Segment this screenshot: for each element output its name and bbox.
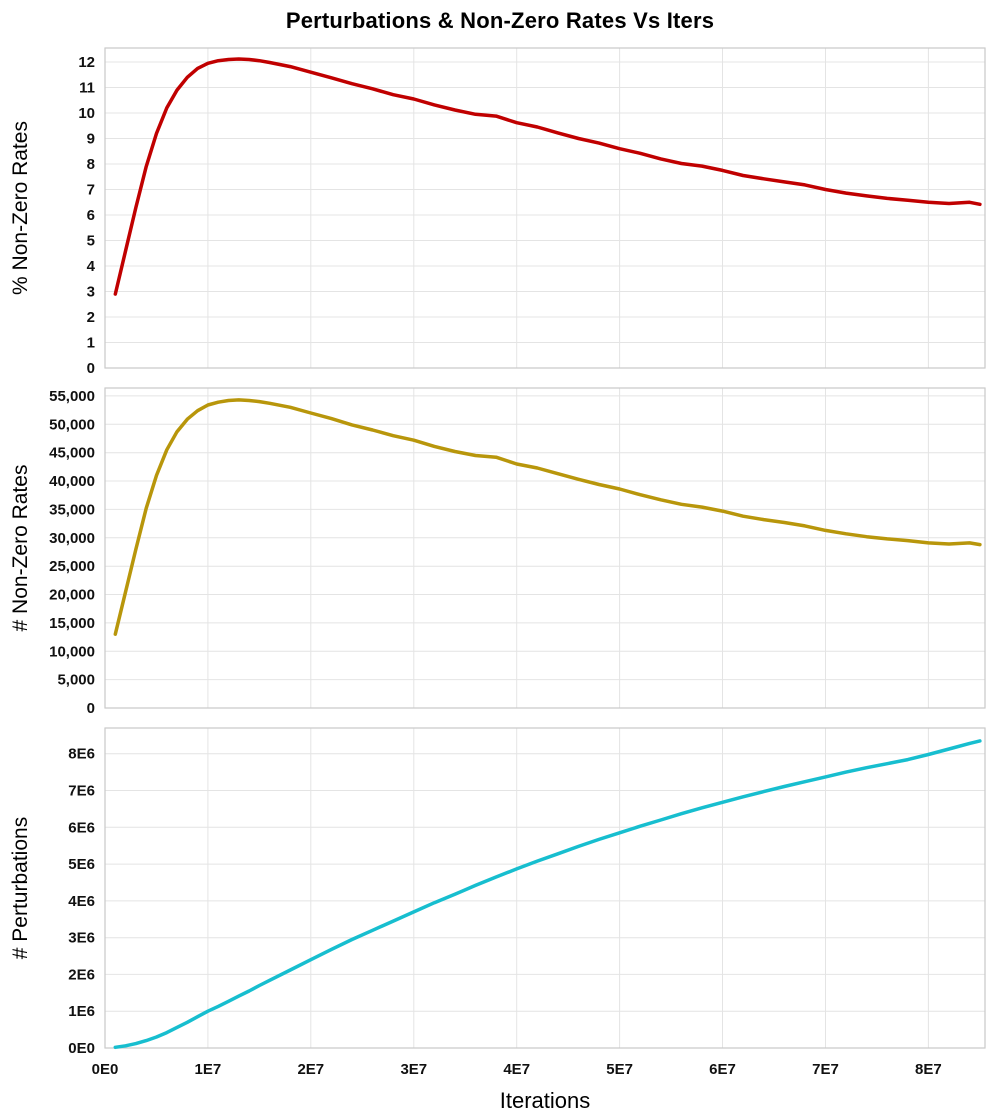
x-tick-label: 4E7 — [503, 1061, 530, 1078]
y-tick-label: 45,000 — [49, 445, 95, 462]
y-tick-label: 2E6 — [68, 966, 95, 983]
ylabel-num-perturbations: # Perturbations — [9, 816, 32, 960]
y-tick-label: 7 — [87, 182, 95, 199]
y-tick-label: 6E6 — [68, 819, 95, 836]
x-tick-label: 2E7 — [297, 1061, 324, 1078]
x-tick-label: 1E7 — [195, 1061, 222, 1078]
ylabel-pct-non-zero-rates: % Non-Zero Rates — [9, 121, 32, 295]
y-tick-label: 30,000 — [49, 530, 95, 547]
y-tick-label: 55,000 — [49, 388, 95, 405]
y-tick-label: 1 — [87, 335, 95, 352]
chart-num-perturbations: # Perturbations 0E0 1E6 2E6 3E6 4E6 5E6 6E6 7E6… — [0, 720, 1000, 1084]
pct-non-zero-rates-line — [113, 57, 982, 296]
y-tick-label: 0 — [87, 360, 95, 376]
y-tick-label: 20,000 — [49, 587, 95, 604]
y-tick-label: 10,000 — [49, 643, 95, 660]
y-tick-label: 8 — [87, 156, 95, 173]
y-tick-label: 5E6 — [68, 856, 95, 873]
y-tick-label: 2 — [87, 309, 95, 326]
y-tick-label: 5 — [87, 233, 95, 250]
x-tick-label: 3E7 — [400, 1061, 427, 1078]
y-tick-label: 0 — [87, 700, 95, 716]
y-tick-label: 8E6 — [68, 746, 95, 763]
y-tick-label: 10 — [78, 105, 95, 122]
chart-pct-non-zero-rates: % Non-Zero Rates 0 1 2 3 4 5 6 7 8 9 10 11 12 — [0, 40, 1000, 376]
y-tick-label: 3 — [87, 284, 95, 301]
y-tick-label: 7E6 — [68, 783, 95, 800]
y-tick-label: 35,000 — [49, 501, 95, 518]
plot-frame — [104, 47, 986, 369]
num-non-zero-rates-plot: 0 5,000 10,000 15,000 20,000 25,000 30,000 35,0… — [49, 387, 986, 716]
num-perturbations-line — [113, 739, 982, 1050]
ylabel-num-non-zero-rates: # Non-Zero Rates — [9, 464, 32, 632]
y-tick-label: 9 — [87, 131, 95, 148]
num-perturbations-plot: 0E0 1E6 2E6 3E6 4E6 5E6 6E6 7E6 8E6 0E0 1E7 2E7 3E7 4… — [68, 727, 986, 1078]
y-tick-label: 4E6 — [68, 893, 95, 910]
y-tick-label: 1E6 — [68, 1003, 95, 1020]
y-tick-label: 12 — [78, 54, 95, 71]
y-tick-label: 50,000 — [49, 416, 95, 433]
x-tick-label: 6E7 — [709, 1061, 736, 1078]
y-tick-label: 6 — [87, 207, 95, 224]
figure-title: Perturbations & Non-Zero Rates Vs Iters — [285, 8, 715, 33]
num-non-zero-rates-line — [113, 398, 982, 636]
y-tick-label: 4 — [87, 258, 96, 275]
chart-num-non-zero-rates: # Non-Zero Rates 0 5,000 10,000 15,000 20,00… — [0, 380, 1000, 716]
y-tick-label: 40,000 — [49, 473, 95, 490]
plot-frame — [104, 727, 986, 1049]
y-tick-label: 5,000 — [57, 672, 95, 689]
x-axis-label: Iterations — [499, 1088, 591, 1113]
x-tick-label: 0E0 — [92, 1061, 119, 1078]
x-tick-label: 5E7 — [606, 1061, 633, 1078]
x-tick-label: 8E7 — [915, 1061, 942, 1078]
y-tick-label: 25,000 — [49, 558, 95, 575]
y-tick-label: 11 — [79, 80, 95, 97]
y-tick-label: 0E0 — [68, 1040, 95, 1057]
x-tick-label: 7E7 — [812, 1061, 839, 1078]
y-tick-label: 3E6 — [68, 930, 95, 947]
y-tick-label: 15,000 — [49, 615, 95, 632]
plot-frame — [104, 387, 986, 709]
